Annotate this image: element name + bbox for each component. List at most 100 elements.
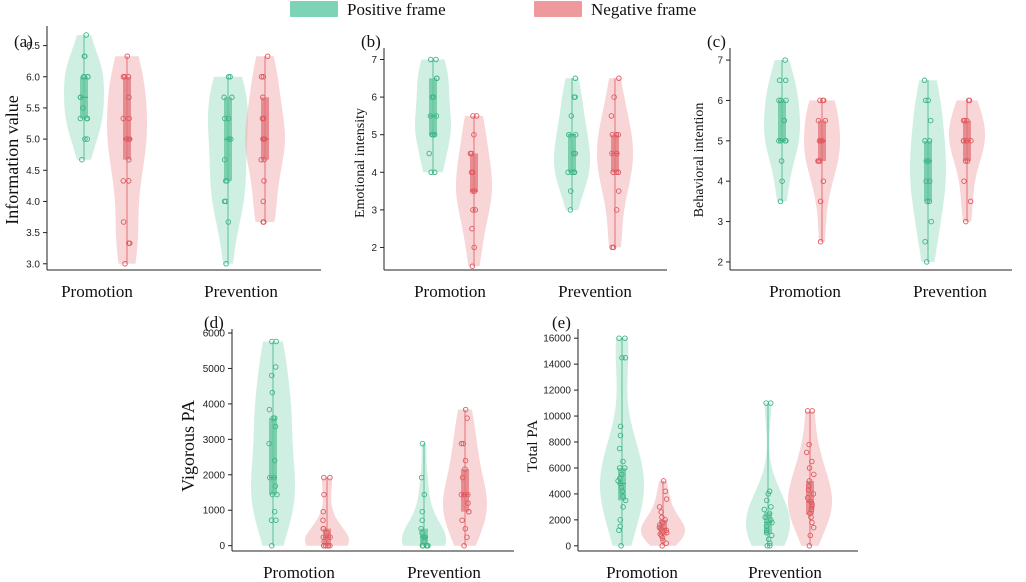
data-point	[805, 487, 812, 493]
panel-c-label: (c)	[707, 32, 726, 51]
data-point	[471, 244, 477, 251]
panel-a-ylabel: Information value	[2, 95, 22, 224]
panel-a-xlabel-prevention: Prevention	[204, 282, 278, 301]
data-point	[571, 169, 577, 176]
data-point	[120, 178, 127, 184]
data-point	[610, 169, 616, 176]
data-point	[80, 74, 87, 80]
data-point	[430, 94, 437, 100]
data-point	[767, 540, 773, 546]
data-point	[616, 445, 623, 452]
data-point	[779, 178, 785, 184]
data-point	[767, 400, 774, 406]
data-point	[660, 537, 666, 544]
data-point	[966, 97, 972, 104]
y-tick-label: 4	[717, 177, 723, 188]
data-point	[925, 158, 932, 164]
data-point	[466, 508, 472, 515]
data-point	[84, 136, 91, 142]
data-point	[769, 519, 775, 526]
y-tick-label: 2000	[203, 470, 226, 481]
data-point	[433, 75, 440, 82]
violin-prevention-positive-iqr-box	[568, 134, 576, 173]
panel-d-xlabel-promotion: Promotion	[263, 563, 335, 582]
data-point	[464, 534, 470, 540]
panel-b-ylabel: Emotional intensity	[353, 108, 368, 218]
data-point	[803, 449, 810, 456]
y-tick-label: 7	[717, 56, 723, 67]
data-point	[125, 74, 132, 80]
panel-d-ylabel: Vigorous PA	[178, 400, 198, 492]
data-point	[261, 136, 267, 142]
data-point	[469, 188, 476, 194]
data-point	[781, 117, 787, 124]
data-point	[225, 115, 232, 122]
y-tick-label: 6000	[203, 329, 226, 340]
y-tick-label: 5	[371, 130, 377, 141]
data-point	[808, 506, 815, 513]
data-point	[961, 178, 967, 184]
data-point	[811, 471, 817, 478]
data-point	[964, 158, 971, 164]
data-point	[776, 138, 782, 144]
data-point	[461, 491, 468, 498]
data-point	[123, 136, 130, 142]
data-point	[422, 534, 428, 540]
data-point	[660, 478, 667, 484]
y-tick-label: 10000	[543, 412, 571, 423]
data-point	[266, 406, 273, 413]
data-point	[460, 440, 467, 447]
data-point	[223, 261, 229, 267]
data-point	[807, 532, 814, 539]
panel-c-plot: 2 3 4 5 6 7	[717, 48, 1012, 271]
data-point	[609, 244, 615, 251]
data-point	[615, 188, 622, 194]
data-point	[923, 158, 930, 164]
data-point	[458, 440, 465, 447]
data-point	[459, 517, 465, 523]
panel-e-ylabel: Total PA	[525, 420, 541, 472]
data-point	[567, 188, 574, 194]
data-point	[225, 219, 232, 225]
data-point	[427, 113, 434, 119]
data-point	[462, 406, 469, 413]
data-point	[419, 508, 426, 515]
data-point	[228, 136, 234, 142]
y-tick-label: 2	[371, 243, 377, 254]
data-point	[82, 53, 88, 59]
data-point	[658, 532, 665, 539]
data-point	[568, 113, 575, 119]
data-point	[923, 178, 929, 184]
data-point	[261, 178, 267, 184]
data-point	[223, 198, 229, 205]
data-point	[120, 219, 127, 225]
data-point	[960, 117, 967, 124]
data-point	[763, 523, 770, 530]
data-point	[806, 441, 812, 448]
data-point	[662, 517, 668, 523]
data-point	[77, 115, 84, 122]
legend-label-positive: Positive frame	[347, 0, 446, 19]
data-point	[815, 117, 822, 124]
data-point	[260, 74, 267, 80]
data-point	[125, 178, 132, 184]
data-point	[622, 335, 628, 341]
panel-c-xlabel-promotion: Promotion	[769, 282, 841, 301]
data-point	[267, 474, 273, 481]
data-point	[922, 97, 929, 104]
data-point	[269, 491, 276, 498]
data-point	[926, 198, 933, 205]
data-point	[120, 115, 127, 122]
panel-e-plot: 0 2000 4000 6000 8000 10000 12000 14000 16000	[543, 329, 858, 552]
data-point	[327, 542, 333, 549]
data-point	[321, 474, 327, 481]
data-point	[462, 525, 469, 532]
data-point	[776, 97, 782, 104]
panel-a: (a) Information value Promotion Preventi…	[2, 32, 278, 301]
data-point	[458, 491, 465, 498]
data-point	[766, 488, 773, 495]
data-point	[616, 75, 622, 82]
data-point	[820, 97, 827, 104]
data-point	[324, 530, 330, 536]
y-tick-label: 5000	[203, 364, 226, 375]
